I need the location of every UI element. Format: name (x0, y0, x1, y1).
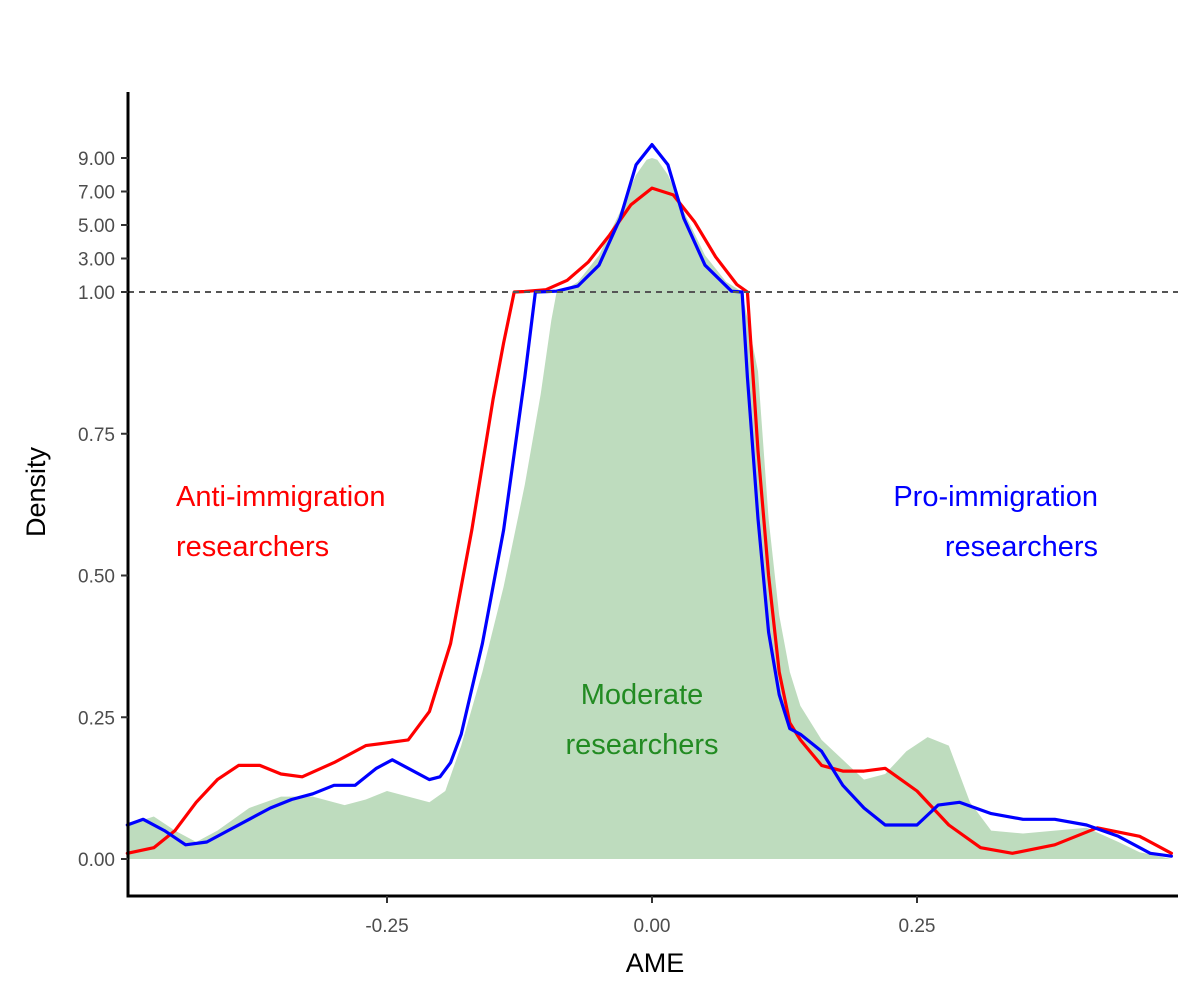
pro-immigration-label: Pro-immigration researchers (893, 481, 1098, 563)
y-tick-label: 0.50 (78, 567, 115, 588)
y-tick-label: 0.00 (78, 850, 115, 871)
x-tick-label: 0.25 (899, 916, 936, 937)
annotation-line: researchers (565, 729, 718, 761)
y-tick-label: 5.00 (78, 216, 115, 237)
y-tick-label: 7.00 (78, 183, 115, 204)
y-axis-title: Density (21, 446, 51, 537)
pro-immigration-density-line (125, 143, 1174, 858)
x-axis-ticks: -0.25 0.00 0.25 (365, 896, 935, 937)
y-tick-label: 1.00 (78, 283, 115, 304)
annotation-line: Anti-immigration (176, 481, 386, 513)
y-axis-ticks: 0.00 0.25 0.50 0.75 1.00 3.00 5.00 7.00 9.00 (78, 149, 128, 871)
y-tick-label: 0.75 (78, 425, 115, 446)
moderate-label: Moderate researchers (565, 679, 718, 761)
annotation-line: researchers (176, 531, 329, 563)
y-tick-label: 0.25 (78, 708, 115, 729)
plot-area (125, 143, 1174, 859)
annotations: Anti-immigration researchersPro-immigrati… (176, 481, 1098, 761)
annotation-line: Moderate (581, 679, 704, 711)
anti-immigration-label: Anti-immigration researchers (176, 481, 386, 563)
annotation-line: researchers (945, 531, 1098, 563)
moderate-density-area (127, 158, 1172, 859)
y-tick-label: 3.00 (78, 250, 115, 271)
annotation-line: Pro-immigration (893, 481, 1098, 513)
y-tick-label: 9.00 (78, 149, 115, 170)
x-axis-title: AME (626, 948, 685, 978)
x-tick-label: 0.00 (634, 916, 671, 937)
x-tick-label: -0.25 (365, 916, 408, 937)
